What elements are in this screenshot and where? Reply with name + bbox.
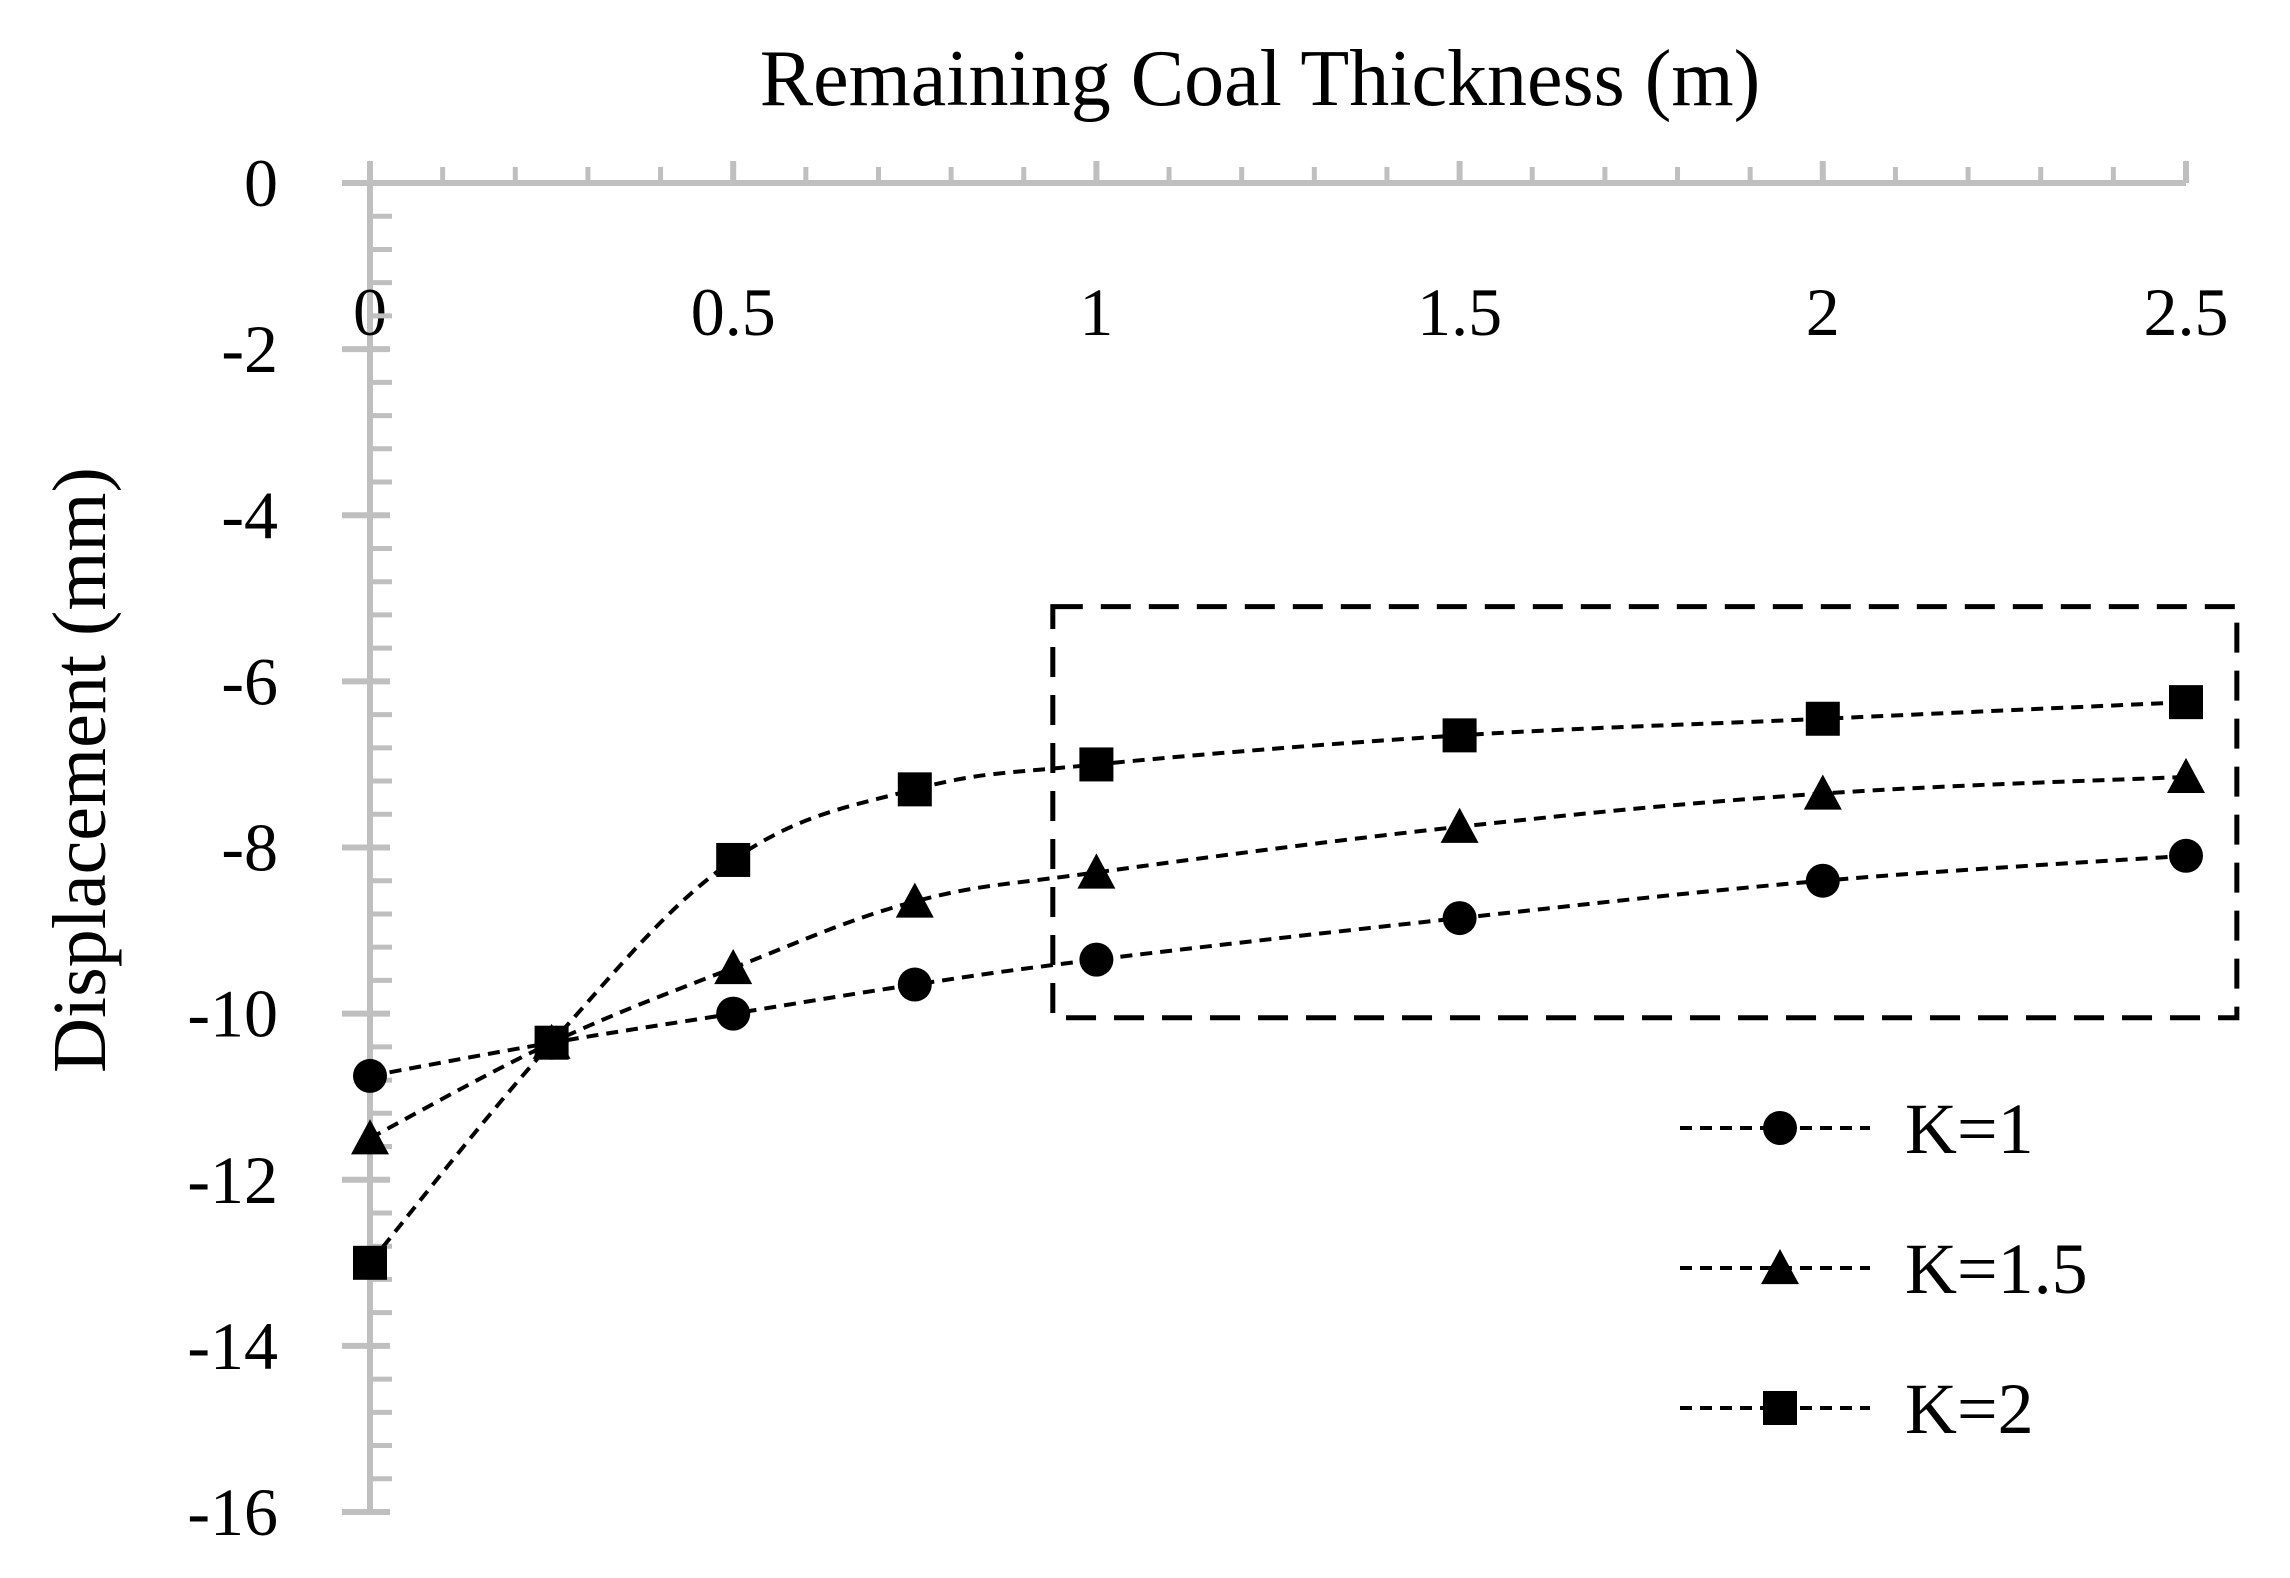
data-point-square bbox=[534, 1025, 569, 1060]
legend: K=1 K=1.5 K=2 bbox=[1680, 1089, 2088, 1449]
data-point-triangle bbox=[2167, 757, 2205, 794]
y-tick-label: -16 bbox=[187, 1474, 278, 1550]
y-tick-label: -14 bbox=[187, 1308, 278, 1384]
series-layer bbox=[351, 685, 2205, 1280]
chart-title: Remaining Coal Thickness (m) bbox=[760, 35, 1761, 123]
data-point-square bbox=[2169, 685, 2203, 720]
y-tick-label: -8 bbox=[221, 810, 278, 886]
legend-marker-square bbox=[1763, 1391, 1797, 1425]
data-point-square bbox=[897, 772, 932, 807]
y-tick-label: -12 bbox=[187, 1142, 278, 1218]
legend-label: K=1.5 bbox=[1905, 1229, 2088, 1309]
data-point-square bbox=[353, 1245, 387, 1280]
data-point-triangle bbox=[1803, 774, 1842, 810]
series-line bbox=[369, 774, 2187, 1140]
series-k-1 bbox=[353, 838, 2203, 1093]
x-tick-label: 0.5 bbox=[691, 274, 776, 350]
x-tick-label: 1.5 bbox=[1417, 274, 1502, 350]
data-point-square bbox=[716, 842, 751, 877]
highlight-box bbox=[1050, 604, 2240, 1021]
data-point-circle bbox=[2169, 838, 2203, 873]
legend-item: K=2 bbox=[1680, 1369, 2034, 1449]
axes: 0 0.5 1 1.5 2 2.5 0 -2 -4 -6 -8 -10 -12 -14 -16 bbox=[187, 145, 2228, 1550]
x-tick-label: 0 bbox=[353, 274, 387, 350]
legend-item: K=1.5 bbox=[1680, 1229, 2088, 1309]
legend-marker-triangle bbox=[1761, 1249, 1799, 1285]
data-point-circle bbox=[897, 967, 932, 1002]
series-k-2 bbox=[353, 685, 2203, 1280]
data-point-circle bbox=[716, 996, 751, 1031]
legend-marker-circle bbox=[1763, 1111, 1797, 1145]
data-point-triangle bbox=[714, 948, 753, 985]
y-tick-label: 0 bbox=[244, 145, 278, 221]
x-tick-label: 2 bbox=[1806, 274, 1840, 350]
y-axis-label: Displacement (mm) bbox=[38, 467, 122, 1073]
data-point-circle bbox=[1442, 901, 1477, 936]
x-tick-label: 1 bbox=[1079, 274, 1113, 350]
y-tick-label: -2 bbox=[221, 311, 278, 387]
legend-item: K=1 bbox=[1680, 1089, 2034, 1169]
data-point-triangle bbox=[1440, 807, 1479, 843]
series-line bbox=[369, 853, 2187, 1078]
data-point-square bbox=[1079, 747, 1114, 782]
data-point-square bbox=[1805, 701, 1840, 736]
data-point-circle bbox=[1805, 863, 1840, 898]
legend-label: K=2 bbox=[1905, 1369, 2034, 1449]
annotation-layer bbox=[1050, 604, 2240, 1021]
x-tick-label: 2.5 bbox=[2144, 274, 2229, 350]
y-tick-label: -4 bbox=[221, 477, 278, 553]
data-point-triangle bbox=[895, 882, 934, 918]
data-point-circle bbox=[1079, 942, 1114, 977]
data-point-circle bbox=[353, 1058, 387, 1093]
legend-label: K=1 bbox=[1905, 1089, 2034, 1169]
y-tick-label: -6 bbox=[221, 643, 278, 719]
data-point-square bbox=[1442, 718, 1477, 753]
data-point-triangle bbox=[1077, 853, 1116, 889]
y-tick-label: -10 bbox=[187, 976, 278, 1052]
data-point-triangle bbox=[351, 1119, 389, 1155]
